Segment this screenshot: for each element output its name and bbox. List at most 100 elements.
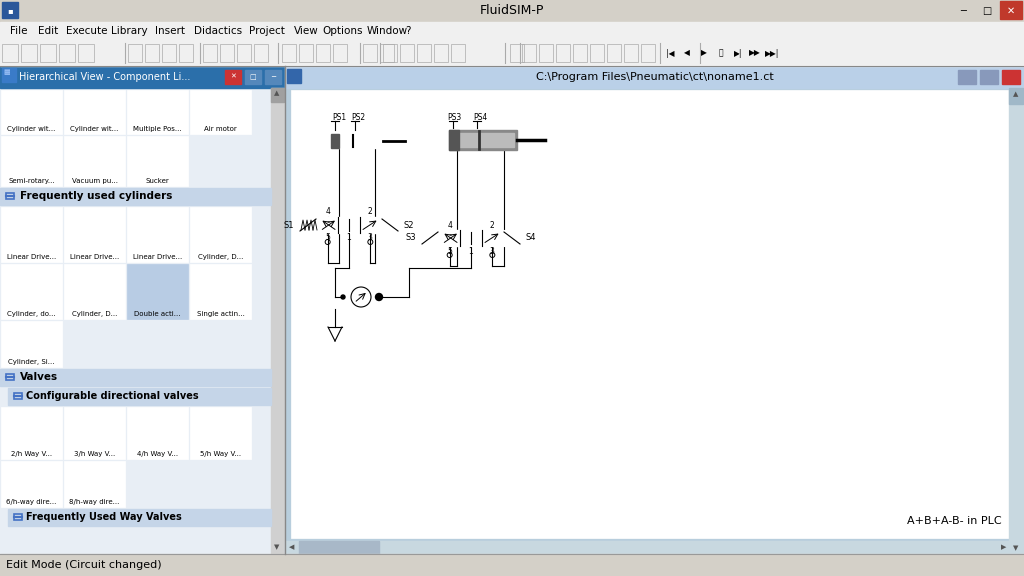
Bar	[128, 44, 142, 62]
Bar	[343, 285, 379, 309]
Bar	[952, 1, 974, 19]
Text: PS4: PS4	[473, 113, 487, 123]
Bar	[190, 407, 251, 459]
Text: ◀: ◀	[290, 544, 295, 550]
Text: ▶▶: ▶▶	[750, 48, 761, 58]
Text: Single actin...: Single actin...	[197, 311, 245, 317]
Bar	[573, 44, 587, 62]
Bar	[522, 44, 536, 62]
Text: ▪: ▪	[7, 6, 13, 16]
Bar	[299, 44, 313, 62]
Bar	[127, 90, 188, 134]
Bar	[976, 1, 998, 19]
Text: PS1: PS1	[332, 113, 346, 123]
Text: Linear Drive...: Linear Drive...	[70, 254, 119, 260]
Text: |◀: |◀	[666, 48, 674, 58]
Bar	[383, 44, 397, 62]
Text: ▶▶|: ▶▶|	[765, 48, 779, 58]
Text: □: □	[250, 74, 256, 80]
Bar	[0, 22, 1024, 40]
Text: S3: S3	[406, 233, 416, 242]
Text: 3/h Way V...: 3/h Way V...	[74, 451, 115, 457]
Bar	[162, 44, 176, 62]
Text: 3: 3	[368, 233, 373, 242]
Text: Execute: Execute	[66, 26, 108, 36]
Bar	[179, 44, 193, 62]
Text: 5/h Way V...: 5/h Way V...	[200, 451, 241, 457]
Text: ▼: ▼	[1014, 545, 1019, 551]
Bar	[1002, 70, 1020, 84]
Bar	[63, 407, 125, 459]
Text: ▼: ▼	[274, 544, 280, 550]
Bar	[63, 264, 125, 319]
Text: Frequently used cylinders: Frequently used cylinders	[20, 191, 172, 201]
Bar	[245, 70, 261, 84]
Bar	[40, 44, 56, 62]
Text: 1: 1	[469, 247, 473, 256]
Bar	[285, 66, 1024, 554]
Bar	[285, 541, 1010, 554]
Text: ▶: ▶	[701, 48, 707, 58]
Text: Frequently Used Way Valves: Frequently Used Way Valves	[26, 512, 181, 522]
Text: Window: Window	[367, 26, 408, 36]
Bar	[449, 130, 459, 150]
Bar	[1, 321, 62, 367]
Text: Insert: Insert	[155, 26, 185, 36]
Text: Cylinder, Si...: Cylinder, Si...	[8, 359, 54, 365]
Text: 4: 4	[326, 207, 330, 217]
Bar	[145, 44, 159, 62]
Bar	[291, 90, 1010, 538]
Text: Air motor: Air motor	[204, 126, 237, 132]
Bar	[299, 217, 317, 233]
Bar	[127, 136, 188, 186]
Text: 6/h-way dire...: 6/h-way dire...	[6, 499, 56, 505]
Text: 4: 4	[447, 221, 453, 229]
Bar	[381, 217, 399, 233]
Bar	[190, 207, 251, 262]
Text: ⏸: ⏸	[719, 48, 723, 58]
Bar	[254, 44, 268, 62]
Bar	[1009, 88, 1023, 554]
Text: 2: 2	[489, 221, 495, 229]
Bar	[0, 40, 1024, 66]
Bar	[63, 136, 125, 186]
Bar	[980, 70, 998, 84]
Bar	[127, 407, 188, 459]
Text: 3: 3	[489, 247, 495, 256]
Bar	[556, 44, 570, 62]
Bar	[6, 193, 14, 199]
Text: S2: S2	[404, 221, 415, 229]
Text: 2: 2	[368, 207, 373, 217]
Text: FluidSIM-P: FluidSIM-P	[480, 5, 544, 17]
Text: ?: ?	[406, 26, 411, 36]
Bar	[1, 461, 62, 507]
Circle shape	[376, 294, 383, 301]
Bar	[6, 374, 14, 380]
Text: 4/h Way V...: 4/h Way V...	[137, 451, 178, 457]
Bar	[1009, 88, 1023, 104]
Text: ─: ─	[271, 74, 275, 80]
Bar	[127, 207, 188, 262]
Bar	[452, 133, 514, 147]
Bar	[63, 207, 125, 262]
Text: ─: ─	[961, 6, 966, 16]
Text: Configurable directional valves: Configurable directional valves	[26, 391, 199, 401]
Text: S4: S4	[526, 233, 537, 242]
Bar	[271, 88, 284, 102]
Text: Sucker: Sucker	[145, 178, 169, 184]
Bar	[0, 66, 285, 88]
Bar	[539, 44, 553, 62]
Bar	[14, 514, 22, 520]
Bar	[449, 130, 517, 150]
Bar	[451, 44, 465, 62]
Bar	[331, 134, 383, 148]
Text: Valves: Valves	[20, 372, 58, 382]
Text: Multiple Pos...: Multiple Pos...	[133, 126, 182, 132]
Text: Project: Project	[250, 26, 286, 36]
Text: View: View	[294, 26, 318, 36]
Text: 1: 1	[347, 233, 351, 242]
Bar	[203, 44, 217, 62]
Bar	[225, 70, 241, 84]
Text: C:\Program Files\Pneumatic\ct\noname1.ct: C:\Program Files\Pneumatic\ct\noname1.ct	[536, 72, 773, 82]
Text: Cylinder, D...: Cylinder, D...	[72, 311, 117, 317]
